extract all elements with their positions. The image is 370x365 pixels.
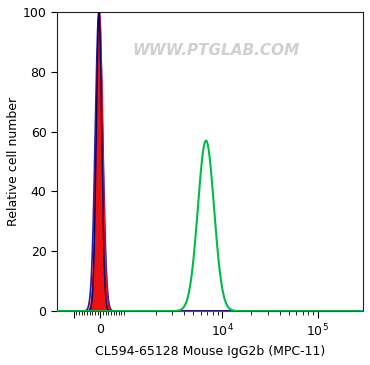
Text: WWW.PTGLAB.COM: WWW.PTGLAB.COM (132, 43, 300, 58)
Y-axis label: Relative cell number: Relative cell number (7, 97, 20, 226)
X-axis label: CL594-65128 Mouse IgG2b (MPC-11): CL594-65128 Mouse IgG2b (MPC-11) (95, 345, 325, 358)
